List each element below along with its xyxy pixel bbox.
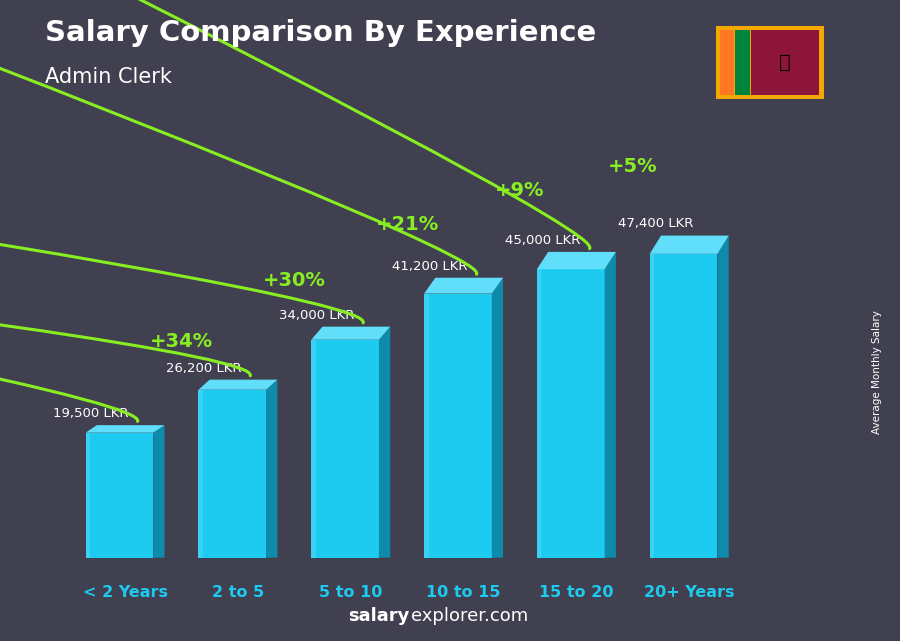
- Polygon shape: [311, 340, 379, 558]
- Text: 15 to 20: 15 to 20: [539, 585, 614, 599]
- Polygon shape: [537, 252, 616, 269]
- Polygon shape: [537, 269, 542, 558]
- Polygon shape: [424, 278, 503, 294]
- Text: 19,500 LKR: 19,500 LKR: [53, 407, 129, 420]
- Polygon shape: [153, 425, 165, 558]
- Bar: [720, 30, 734, 95]
- Polygon shape: [605, 252, 616, 558]
- Text: +30%: +30%: [263, 271, 326, 290]
- Text: 🦁: 🦁: [779, 53, 791, 72]
- Polygon shape: [86, 425, 165, 433]
- Polygon shape: [311, 340, 316, 558]
- Polygon shape: [311, 327, 391, 340]
- Text: 20+ Years: 20+ Years: [644, 585, 734, 599]
- Text: +34%: +34%: [150, 332, 213, 351]
- Text: 10 to 15: 10 to 15: [427, 585, 500, 599]
- Polygon shape: [491, 278, 503, 558]
- Text: 41,200 LKR: 41,200 LKR: [392, 260, 467, 272]
- Polygon shape: [717, 236, 729, 558]
- Text: +9%: +9%: [495, 181, 544, 200]
- Bar: [751, 30, 820, 95]
- Text: 5 to 10: 5 to 10: [319, 585, 382, 599]
- Text: Salary Comparison By Experience: Salary Comparison By Experience: [45, 19, 596, 47]
- Polygon shape: [198, 379, 277, 390]
- Text: Average Monthly Salary: Average Monthly Salary: [872, 310, 883, 434]
- Polygon shape: [266, 379, 277, 558]
- Polygon shape: [537, 269, 605, 558]
- Polygon shape: [198, 390, 202, 558]
- Polygon shape: [650, 236, 729, 254]
- Text: Admin Clerk: Admin Clerk: [45, 67, 172, 87]
- Polygon shape: [379, 327, 391, 558]
- Text: 45,000 LKR: 45,000 LKR: [505, 234, 580, 247]
- Polygon shape: [650, 254, 654, 558]
- Text: 34,000 LKR: 34,000 LKR: [279, 308, 355, 322]
- Text: 47,400 LKR: 47,400 LKR: [617, 217, 693, 231]
- Polygon shape: [198, 390, 266, 558]
- Bar: [735, 30, 750, 95]
- Text: +21%: +21%: [375, 215, 439, 233]
- Text: 2 to 5: 2 to 5: [212, 585, 264, 599]
- Text: 26,200 LKR: 26,200 LKR: [166, 362, 242, 374]
- Polygon shape: [650, 254, 717, 558]
- Text: explorer.com: explorer.com: [411, 607, 528, 625]
- Polygon shape: [86, 433, 90, 558]
- Polygon shape: [424, 294, 428, 558]
- Text: +5%: +5%: [608, 157, 658, 176]
- Polygon shape: [86, 433, 153, 558]
- Text: < 2 Years: < 2 Years: [83, 585, 167, 599]
- Polygon shape: [424, 294, 491, 558]
- Text: salary: salary: [348, 607, 410, 625]
